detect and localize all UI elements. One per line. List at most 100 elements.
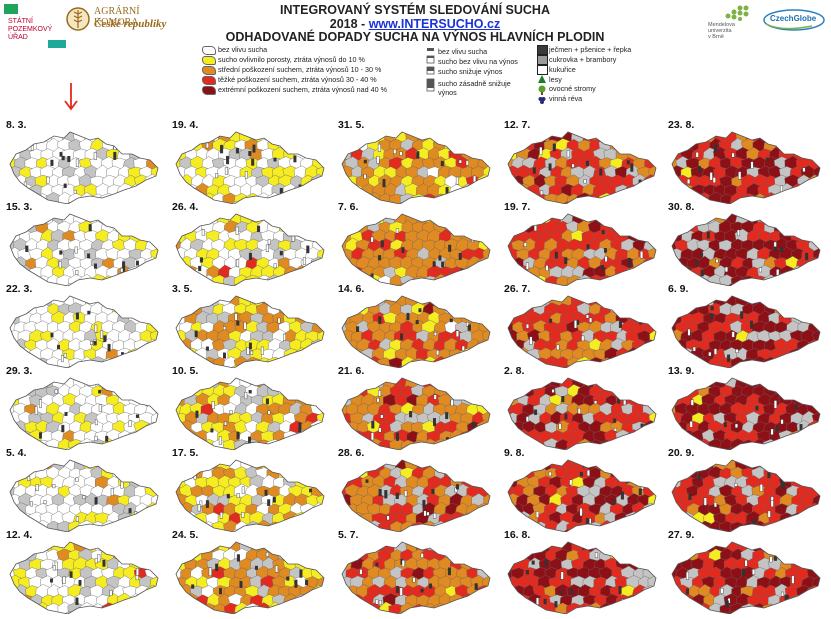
district [432, 378, 449, 381]
district-layer [672, 214, 820, 286]
crop-label-cereals: ječmen + pšenice + řepka [549, 45, 632, 54]
district [315, 475, 324, 491]
district [328, 476, 330, 489]
district [342, 548, 351, 563]
district [516, 132, 531, 144]
district [267, 542, 283, 546]
district [300, 542, 317, 546]
district [818, 132, 820, 137]
crop-bar [767, 510, 771, 518]
district-layer [672, 542, 820, 614]
crop-bar [363, 174, 367, 179]
district [150, 147, 158, 163]
district [323, 339, 324, 353]
intersucho-link[interactable]: www.INTERSUCHO.cz [368, 17, 501, 31]
crop-bar [436, 350, 440, 356]
district [642, 460, 656, 464]
crop-bar [305, 580, 309, 586]
district [470, 296, 487, 310]
district [328, 394, 331, 409]
district [144, 384, 158, 401]
district [106, 132, 123, 146]
crop-bar [282, 333, 286, 341]
district [261, 612, 277, 614]
district [10, 174, 18, 191]
crop-bar [239, 581, 243, 589]
district [456, 214, 471, 219]
district [161, 130, 164, 144]
district [34, 460, 52, 464]
district [466, 547, 482, 564]
crop-bar [432, 261, 436, 267]
district [342, 602, 350, 614]
district [800, 264, 818, 282]
district [610, 132, 627, 135]
district [522, 602, 538, 614]
crop-bar [376, 156, 380, 164]
map-date-label: 30. 8. [668, 201, 695, 213]
crop-bar [466, 322, 470, 327]
district [150, 312, 158, 327]
crop-bar [713, 502, 717, 508]
district [515, 378, 532, 391]
district [271, 542, 288, 554]
district [633, 547, 648, 564]
district [481, 184, 490, 198]
district [811, 556, 820, 572]
crop-bar [252, 144, 256, 153]
district [476, 548, 490, 563]
district [244, 378, 261, 382]
district [73, 611, 90, 614]
district [789, 296, 806, 309]
district [795, 549, 812, 565]
district [17, 378, 35, 390]
crop-bar [219, 512, 223, 519]
crop-bar [97, 554, 101, 563]
crop-bar [724, 266, 728, 273]
district [659, 167, 662, 181]
district [801, 214, 817, 226]
drought-map [671, 131, 821, 204]
district [342, 302, 350, 318]
crop-bar [585, 160, 589, 167]
district [818, 338, 820, 353]
district [250, 611, 267, 614]
crop-bar [458, 159, 462, 164]
district [176, 542, 189, 555]
crop-bar [630, 163, 634, 172]
crop-bar [265, 552, 269, 557]
district [342, 611, 356, 614]
crop-bar [525, 416, 529, 423]
district [811, 311, 820, 327]
district [660, 331, 663, 345]
district [649, 183, 656, 199]
district [784, 138, 802, 153]
crop-bar [236, 259, 240, 268]
district [481, 460, 490, 472]
district [312, 296, 324, 300]
district [315, 166, 324, 181]
district [122, 221, 140, 237]
district [150, 266, 158, 281]
district [648, 214, 656, 226]
crop-bar [450, 399, 454, 406]
district [508, 132, 522, 145]
district [508, 611, 522, 614]
crop-bar [195, 410, 199, 418]
district [176, 611, 190, 614]
district [599, 460, 616, 463]
district [538, 611, 555, 614]
crop-bar [433, 394, 437, 400]
district [807, 220, 820, 236]
district [751, 296, 767, 300]
district [621, 378, 637, 381]
district [328, 347, 330, 363]
crop-bar [248, 390, 252, 394]
district [465, 220, 481, 235]
district [128, 378, 144, 392]
crop-bar [618, 230, 622, 235]
district [818, 214, 820, 217]
legend-label-none: bez vlivu sucha [218, 45, 268, 54]
district [460, 430, 477, 445]
district [481, 593, 490, 609]
